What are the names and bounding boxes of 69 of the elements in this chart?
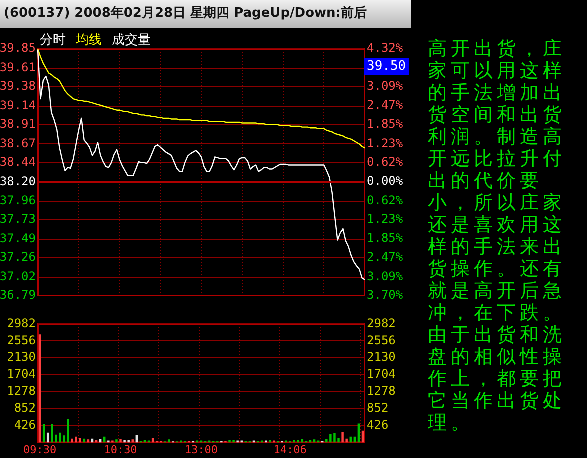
- bar: [168, 440, 170, 443]
- y-tick-label: 39.38: [0, 79, 36, 94]
- y2-tick-label: 852: [367, 401, 389, 416]
- x-tick-label: 09:30: [23, 443, 57, 456]
- y2-tick-label: 2.47%: [367, 250, 404, 264]
- x-tick-label: 13:00: [184, 443, 218, 456]
- bar: [232, 440, 235, 443]
- text: 39.50: [364, 58, 410, 75]
- y-tick-label: 37.49: [0, 232, 36, 246]
- bar: [342, 432, 344, 443]
- bar: [71, 438, 74, 443]
- y2-tick-label: 1704: [367, 367, 396, 382]
- y-tick-label: 1704: [7, 367, 36, 382]
- y-tick-label: 38.91: [0, 117, 36, 131]
- y-tick-label: 37.26: [0, 250, 36, 264]
- y-tick-label: 39.61: [0, 60, 36, 74]
- y2-tick-label: 0.62%: [367, 193, 404, 208]
- y2-tick-label: 2982: [367, 316, 396, 330]
- y2-tick-label: 2.47%: [367, 98, 404, 112]
- bar: [120, 439, 122, 443]
- y-tick-label: 37.96: [0, 194, 36, 208]
- y2-tick-label: 1.23%: [367, 212, 404, 226]
- y-tick-label: 426: [14, 418, 36, 432]
- y2-tick-label: 1.85%: [367, 231, 404, 246]
- y-tick-label: 1278: [7, 384, 36, 398]
- text: 均线: [76, 33, 102, 48]
- x-tick-label: 10:30: [104, 443, 138, 456]
- bar: [124, 440, 126, 443]
- y2-tick-label: 0.62%: [367, 155, 404, 170]
- bar: [75, 436, 78, 443]
- bar: [228, 440, 231, 443]
- y-tick-label: 36.79: [0, 288, 36, 302]
- y2-tick-label: 3.09%: [367, 79, 404, 94]
- y2-tick-label: 3.70%: [367, 288, 404, 302]
- y-tick-label: 38.44: [0, 154, 36, 169]
- bar: [334, 433, 336, 443]
- y2-tick-label: 2130: [367, 350, 396, 364]
- y-tick-label: 2982: [7, 316, 36, 330]
- y2-tick-label: 1.23%: [367, 136, 404, 150]
- y-tick-label: 39.85: [0, 41, 36, 56]
- y2-tick-label: 1.85%: [367, 117, 404, 132]
- text: 成交量: [112, 33, 151, 48]
- chart-title: (600137) 2008年02月28日 星期四 PageUp/Down:前后: [0, 0, 411, 28]
- text: 高开出货，庄家可以用这样的手法增加出货空间和出货利润。制造高开远比拉升付出的代价要小，所以庄家还是喜欢用这样的手法来出货操作。还有就是高开后急冲，在下跌。由于出货和洗盘的相似性操作上，都要把它当作出货处理。: [428, 38, 566, 434]
- y-tick-label: 37.02: [0, 270, 36, 284]
- y-tick-label: 2130: [7, 350, 36, 364]
- y2-tick-label: 3.09%: [367, 269, 404, 284]
- y-tick-label: 852: [14, 401, 36, 416]
- y2-tick-label: 0.00%: [367, 174, 404, 188]
- y2-tick-label: 4.32%: [367, 41, 404, 56]
- bar: [38, 334, 42, 443]
- y-tick-label: 37.73: [0, 212, 36, 226]
- bar: [136, 435, 138, 443]
- y2-tick-label: 1278: [367, 384, 396, 398]
- y-tick-label: 39.14: [0, 98, 36, 112]
- y2-tick-label: 2556: [367, 333, 396, 348]
- series-label: 分时: [40, 33, 66, 48]
- bar: [128, 440, 130, 443]
- y-tick-label: 38.20: [0, 174, 36, 188]
- y-tick-label: 2556: [7, 333, 36, 348]
- bar: [55, 434, 58, 443]
- bar: [330, 434, 332, 443]
- bar: [116, 440, 118, 443]
- y2-tick-label: 426: [367, 418, 389, 432]
- y-tick-label: 38.67: [0, 136, 36, 150]
- x-tick-label: 14:06: [274, 443, 307, 456]
- bar: [59, 432, 62, 443]
- bar: [293, 440, 296, 443]
- bar: [67, 419, 70, 443]
